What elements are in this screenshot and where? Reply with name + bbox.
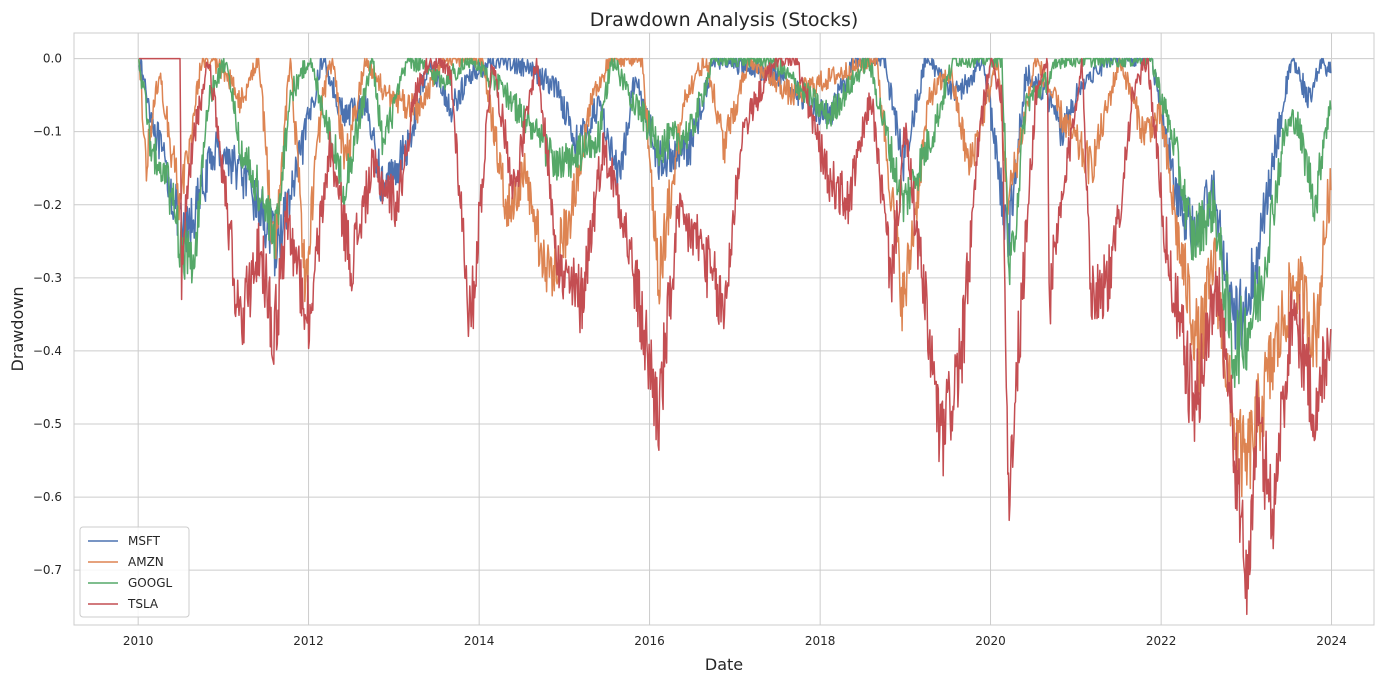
x-tick-label: 2022	[1146, 634, 1177, 648]
y-tick-label: 0.0	[43, 52, 62, 66]
x-tick-label: 2024	[1316, 634, 1347, 648]
legend: MSFT AMZN GOOGL TSLA	[79, 526, 190, 618]
legend-label-googl: GOOGL	[128, 576, 172, 590]
legend-box	[79, 526, 190, 618]
y-tick-label: −0.5	[33, 417, 62, 431]
y-tick-label: −0.4	[33, 344, 62, 358]
x-tick-label: 2016	[634, 634, 665, 648]
y-tick-label: −0.3	[33, 271, 62, 285]
series-line-tsla	[138, 57, 1332, 616]
y-axis-label: Drawdown	[8, 287, 27, 372]
x-tick-label: 2014	[464, 634, 495, 648]
x-tick-label: 2020	[975, 634, 1006, 648]
x-axis-label: Date	[705, 655, 743, 674]
x-axis-ticks: 2010 2012 2014 2016 2018 2020 2022 2024	[123, 634, 1347, 648]
y-tick-label: −0.1	[33, 125, 62, 139]
x-tick-label: 2018	[805, 634, 836, 648]
series-lines	[138, 57, 1332, 616]
chart-title: Drawdown Analysis (Stocks)	[590, 9, 859, 31]
legend-label-msft: MSFT	[128, 534, 161, 548]
series-line-amzn	[138, 57, 1332, 498]
series-line-googl	[138, 57, 1332, 389]
y-tick-label: −0.2	[33, 198, 62, 212]
legend-label-tsla: TSLA	[127, 597, 159, 611]
x-tick-label: 2012	[293, 634, 324, 648]
y-tick-label: −0.6	[33, 490, 62, 504]
legend-label-amzn: AMZN	[128, 555, 164, 569]
y-axis-ticks: 0.0 −0.1 −0.2 −0.3 −0.4 −0.5 −0.6 −0.7	[33, 52, 62, 578]
x-tick-label: 2010	[123, 634, 154, 648]
y-tick-label: −0.7	[33, 563, 62, 577]
plot-frame	[73, 32, 1375, 626]
grid	[74, 33, 1374, 625]
